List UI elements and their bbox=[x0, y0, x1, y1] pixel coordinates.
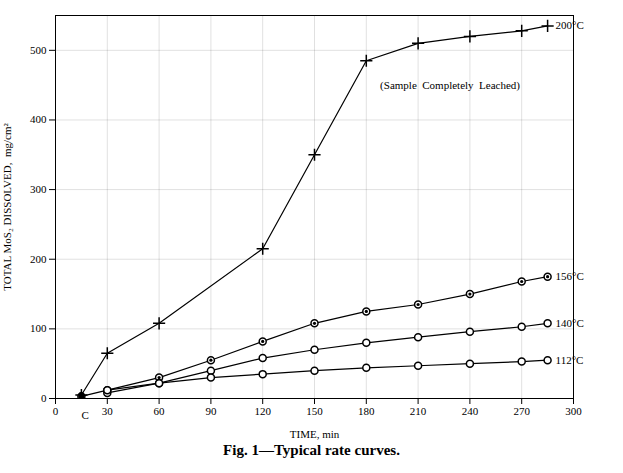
svg-text:0: 0 bbox=[53, 405, 59, 417]
svg-text:270: 270 bbox=[513, 405, 530, 417]
svg-text:C: C bbox=[81, 409, 88, 421]
svg-text:200°C: 200°C bbox=[556, 19, 584, 31]
svg-text:TIME, min: TIME, min bbox=[290, 428, 340, 440]
svg-text:240: 240 bbox=[462, 405, 479, 417]
svg-text:300: 300 bbox=[565, 405, 582, 417]
svg-text:210: 210 bbox=[410, 405, 427, 417]
svg-text:150: 150 bbox=[306, 405, 323, 417]
svg-text:156°C: 156°C bbox=[556, 270, 584, 282]
svg-text:0: 0 bbox=[41, 392, 47, 404]
svg-text:90: 90 bbox=[205, 405, 217, 417]
svg-text:TOTAL MoS₂ DISSOLVED, mg/cm²: TOTAL MoS₂ DISSOLVED, mg/cm² bbox=[1, 123, 13, 291]
svg-text:60: 60 bbox=[154, 405, 166, 417]
svg-text:112°C: 112°C bbox=[556, 354, 584, 366]
html-text:Fig. 1—Typical rate curves.: Fig. 1—Typical rate curves. bbox=[223, 442, 400, 458]
svg-text:200: 200 bbox=[30, 253, 47, 265]
svg-text:30: 30 bbox=[102, 405, 114, 417]
svg-text:300: 300 bbox=[30, 183, 47, 195]
svg-text:(Sample Completely Leached): (Sample Completely Leached) bbox=[380, 79, 520, 92]
svg-text:400: 400 bbox=[30, 113, 47, 125]
svg-text:140°C: 140°C bbox=[556, 317, 584, 329]
svg-text:180: 180 bbox=[358, 405, 375, 417]
svg-text:100: 100 bbox=[30, 322, 47, 334]
svg-text:120: 120 bbox=[254, 405, 271, 417]
svg-text:500: 500 bbox=[30, 44, 47, 56]
